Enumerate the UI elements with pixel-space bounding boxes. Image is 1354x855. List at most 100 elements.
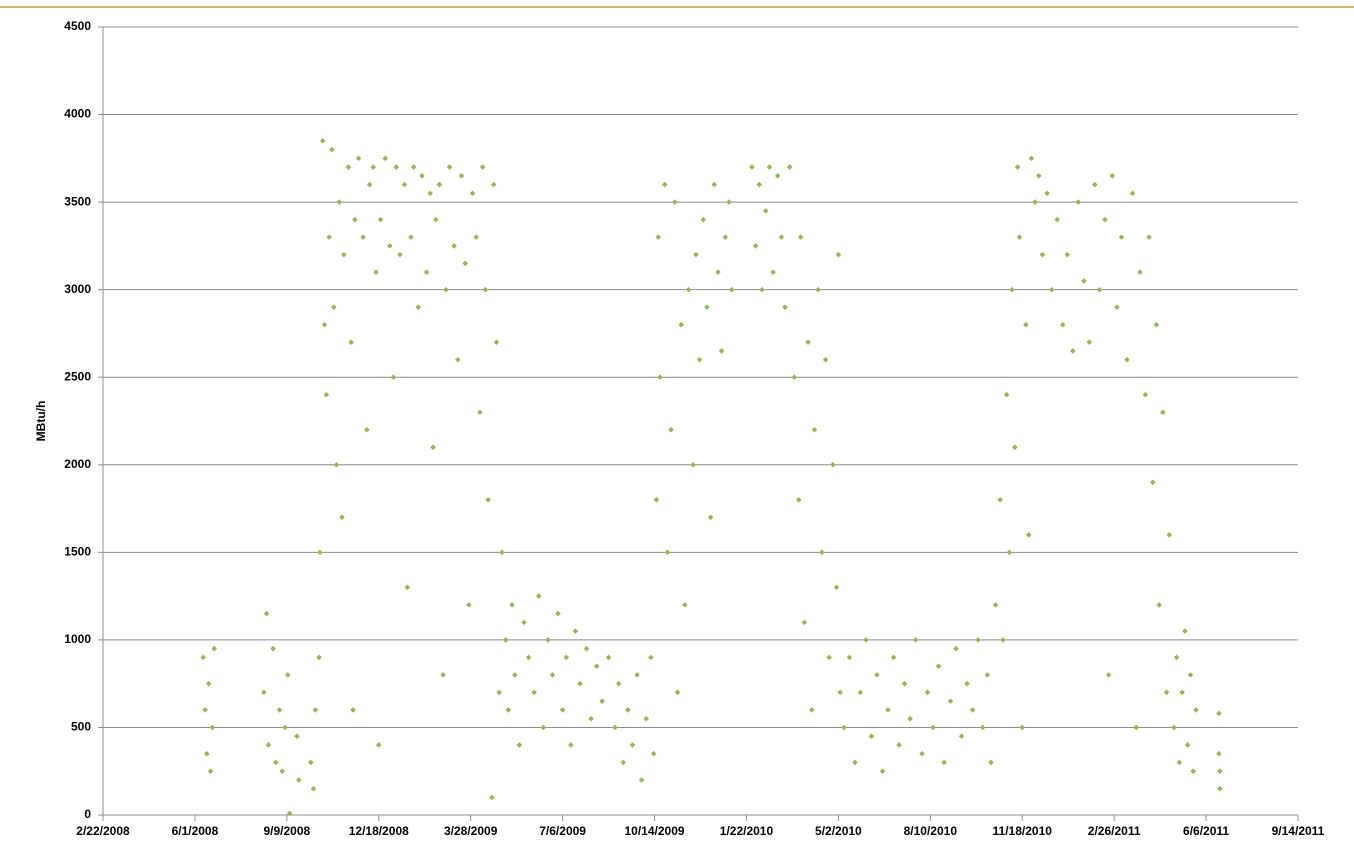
- point: [279, 768, 286, 775]
- point: [1109, 173, 1116, 179]
- point: [466, 602, 472, 608]
- point: [345, 164, 352, 170]
- y-tick-label: 4000: [64, 107, 91, 121]
- point: [648, 654, 654, 661]
- point: [696, 356, 703, 363]
- point: [1006, 549, 1013, 556]
- point: [493, 339, 500, 345]
- y-tick-label: 2500: [64, 369, 91, 383]
- point: [432, 216, 439, 223]
- point: [505, 707, 512, 713]
- point: [1216, 710, 1222, 717]
- point: [752, 243, 759, 249]
- point: [690, 461, 696, 468]
- point: [496, 689, 502, 696]
- point: [555, 610, 561, 617]
- point: [263, 610, 270, 617]
- point: [436, 181, 443, 188]
- point: [1014, 164, 1021, 170]
- point: [1156, 602, 1162, 608]
- point: [559, 707, 566, 713]
- point: [805, 339, 811, 345]
- point: [634, 672, 640, 678]
- point: [808, 707, 815, 713]
- point: [707, 514, 714, 521]
- point: [427, 190, 434, 197]
- point: [722, 234, 729, 240]
- point: [791, 374, 798, 381]
- point: [935, 663, 942, 669]
- point: [885, 707, 891, 713]
- point: [329, 146, 335, 153]
- point: [382, 155, 389, 162]
- point: [531, 689, 537, 696]
- point: [664, 549, 671, 556]
- point: [612, 724, 618, 731]
- point: [1149, 479, 1156, 486]
- point: [629, 742, 636, 748]
- point: [837, 689, 844, 696]
- point: [766, 164, 773, 170]
- point: [572, 628, 579, 634]
- point: [577, 680, 583, 687]
- point: [502, 637, 509, 643]
- point: [316, 654, 322, 661]
- point: [458, 173, 465, 179]
- point: [326, 234, 332, 240]
- point: [482, 286, 489, 293]
- point: [1160, 409, 1166, 416]
- point: [979, 724, 986, 731]
- point: [261, 689, 267, 696]
- point: [819, 549, 825, 556]
- point: [625, 707, 631, 713]
- point: [841, 724, 847, 731]
- point: [469, 190, 476, 197]
- point: [1153, 321, 1160, 328]
- point: [1173, 654, 1180, 661]
- point: [874, 672, 880, 678]
- point: [674, 689, 681, 696]
- point: [1190, 768, 1197, 775]
- y-tick-label: 4500: [64, 19, 91, 33]
- point: [1166, 532, 1173, 538]
- point: [282, 724, 288, 731]
- point: [620, 759, 627, 766]
- point: [489, 794, 495, 801]
- point: [295, 777, 302, 783]
- point: [200, 654, 206, 661]
- y-tick-label: 3500: [64, 194, 91, 208]
- x-tick-label: 6/6/2011: [1183, 824, 1229, 838]
- point: [350, 707, 356, 713]
- point: [473, 234, 480, 240]
- point: [1009, 286, 1015, 293]
- point: [1118, 234, 1125, 240]
- point: [1003, 391, 1010, 398]
- point: [485, 497, 491, 503]
- point: [373, 269, 379, 275]
- point: [568, 742, 574, 748]
- point: [711, 181, 718, 188]
- point: [655, 234, 662, 240]
- point: [393, 164, 400, 170]
- point: [202, 707, 208, 713]
- point: [924, 689, 931, 696]
- point: [563, 654, 570, 661]
- point: [1146, 234, 1152, 240]
- point: [1217, 785, 1223, 792]
- point: [430, 444, 436, 451]
- point: [1179, 689, 1185, 696]
- x-tick-label: 8/10/2010: [904, 824, 958, 838]
- point: [423, 269, 430, 275]
- point: [440, 672, 446, 678]
- point: [919, 750, 925, 757]
- point: [797, 234, 804, 240]
- point: [270, 645, 276, 652]
- point: [375, 742, 382, 748]
- point: [1048, 286, 1055, 293]
- point: [1025, 532, 1032, 538]
- point: [1012, 444, 1018, 451]
- point: [330, 304, 337, 310]
- point: [286, 810, 293, 817]
- point: [352, 216, 358, 223]
- point: [284, 672, 291, 678]
